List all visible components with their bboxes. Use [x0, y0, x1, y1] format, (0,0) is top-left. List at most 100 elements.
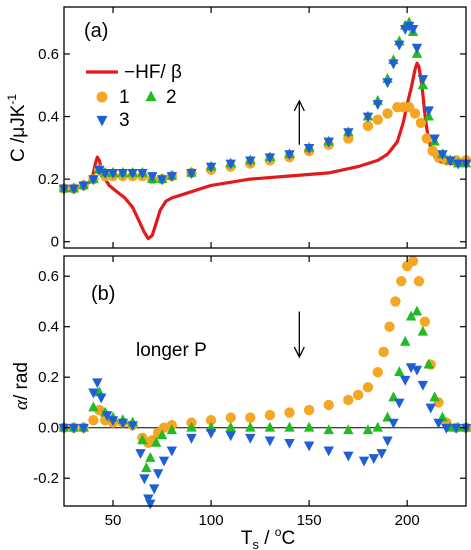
- panel-b-series-0-point: [413, 276, 425, 287]
- panel-a-series-1-point: [415, 117, 427, 129]
- panel-b-series-2-point: [264, 436, 276, 447]
- panel-b-series-2-point: [152, 469, 164, 480]
- panel-b-series-2-point: [139, 474, 150, 485]
- panel-b-arrow: [293, 311, 305, 359]
- panel-b-series-1: [58, 305, 471, 473]
- panel-b-series: [58, 255, 471, 510]
- panel-b-series-2-point: [358, 456, 370, 467]
- panel-b-series-2-point: [149, 484, 160, 495]
- panel-b-series-1-point: [417, 325, 429, 336]
- panel-b-series-1-point: [400, 335, 411, 346]
- panel-a-series-1-point: [362, 120, 374, 132]
- panel-a-series-1-point: [372, 114, 383, 125]
- panel-b-series-0-point: [88, 414, 99, 426]
- panel-b-series-2-point: [205, 428, 217, 439]
- panel-a: 0 0.2 0.4 0.6 (a) C /μJK-1 −HF/ β 1 2 3: [5, 6, 471, 251]
- panel-b-series-2-point: [405, 363, 417, 374]
- panel-b-series-2: [58, 363, 471, 510]
- panel-b-series-1-point: [150, 436, 162, 447]
- panel-b-series-0-point: [323, 399, 334, 411]
- panel-a-series-3-point: [127, 168, 138, 179]
- panel-b-series-2-point: [450, 423, 462, 434]
- panel-b-xtick-label: 100: [199, 512, 224, 529]
- panel-b-series-2-point: [107, 416, 119, 427]
- panel-b-series-2-point: [166, 446, 178, 457]
- panel-b-xtick-label: 150: [297, 512, 322, 529]
- panel-b-series-1-point: [137, 434, 148, 445]
- panel-a-ytick-label: 0.2: [38, 171, 59, 188]
- legend-label-1: 1: [119, 87, 130, 108]
- panel-b-series-1-point: [423, 358, 434, 369]
- panel-b-series-2-point: [417, 380, 429, 391]
- panel-a-series-3: [58, 21, 471, 195]
- panel-b-series-1-point: [284, 421, 295, 432]
- panel-b-series-0-point: [264, 409, 276, 421]
- panel-a-series-3-point: [429, 134, 440, 145]
- panel-b-series-0-point: [225, 412, 236, 423]
- panel-b-series-1-point: [362, 424, 374, 435]
- panel-b-series-1-point: [429, 391, 440, 402]
- panel-a-series-3-point: [137, 168, 148, 179]
- panel-b-series-2-point: [143, 494, 154, 505]
- panel-b-xtick-label: 50: [105, 512, 122, 529]
- panel-b-series-2-point: [433, 418, 444, 429]
- panel-b-series-1-point: [186, 421, 197, 432]
- panel-b-annotation: longer P: [136, 340, 207, 361]
- panel-b-ytick-label: 0.4: [38, 319, 59, 336]
- panel-a-ylabel: C /μJK-1: [5, 94, 29, 162]
- panel-a-series-1-point: [382, 108, 393, 119]
- panel-b-series-2-point: [376, 449, 387, 459]
- panel-b-series-0-point: [284, 407, 295, 418]
- panel-b-series-2-point: [145, 499, 156, 510]
- panel-b-series-1-point: [405, 310, 417, 321]
- panel-b-ylabel: α/ rad: [11, 362, 32, 410]
- panel-b-series-2-point: [303, 441, 315, 452]
- panel-b-series-0-point: [303, 404, 315, 416]
- panel-b-series-1-point: [303, 421, 315, 432]
- panel-b-xtick-label: 200: [395, 512, 420, 529]
- panel-b-frame: [63, 255, 467, 507]
- panel-b-series-1-point: [141, 462, 152, 473]
- panel-b-ytick-label: -0.2: [33, 470, 59, 487]
- panel-b-xlabel: Ts / oC: [241, 525, 295, 550]
- panel-a-series-3-point: [407, 25, 419, 35]
- panel-b-series-0-point: [378, 346, 389, 358]
- panel-a-series-3-point: [423, 106, 434, 117]
- panel-b-series-1-point: [156, 429, 168, 440]
- legend-label-2: 2: [166, 87, 177, 108]
- panel-b-ticks: 50 100 150 200 -0.2 0.0 0.2 0.4 0.6: [33, 256, 466, 529]
- panel-b-series-2-point: [68, 423, 80, 434]
- panel-a-series-3-point: [372, 100, 383, 111]
- panel-a-series-3-point: [284, 150, 295, 161]
- panel-b-ytick-label: 0.0: [38, 420, 59, 437]
- panel-a-series-3-point: [394, 40, 405, 51]
- panel-a-series-3-point: [411, 43, 423, 54]
- panel-a-series-3-point: [323, 137, 334, 148]
- panel-b-series-0-point: [419, 316, 431, 327]
- panel-a-series-3-point: [166, 172, 178, 182]
- panel-a-label: (a): [84, 20, 108, 42]
- panel-b-series-2-point: [382, 436, 393, 447]
- panel-b-series-2-point: [394, 398, 405, 409]
- panel-a-series-3-point: [382, 78, 393, 89]
- panel-a-series-1-point: [421, 133, 432, 144]
- panel-a-ticks: 0 0.2 0.4 0.6: [38, 7, 466, 251]
- panel-a-legend: −HF/ β 1 2 3: [86, 62, 182, 131]
- panel-b-series-2-point: [225, 431, 236, 442]
- panel-b-series-1-point: [343, 424, 354, 435]
- panel-b-ytick-label: 0.2: [38, 369, 59, 386]
- panel-a-series-3-point: [388, 59, 399, 70]
- legend-label-hf: −HF/ β: [124, 62, 182, 83]
- panel-b-series-0-point: [352, 389, 364, 401]
- panel-b-series-0-point: [372, 366, 383, 378]
- panel-b-series-2-point: [284, 438, 295, 449]
- panel-b-series-1-point: [225, 421, 236, 432]
- panel-b-series-2-point: [323, 446, 334, 457]
- panel-a-series-3-point: [445, 156, 456, 167]
- panel-b-series-2-point: [135, 449, 146, 459]
- panel-b-series-0-point: [205, 414, 217, 426]
- panel-b-series-2-point: [186, 433, 197, 444]
- panel-a-ytick-label: 0.4: [38, 109, 59, 126]
- panel-b-label: (b): [91, 283, 115, 305]
- legend-label-3: 3: [119, 110, 130, 131]
